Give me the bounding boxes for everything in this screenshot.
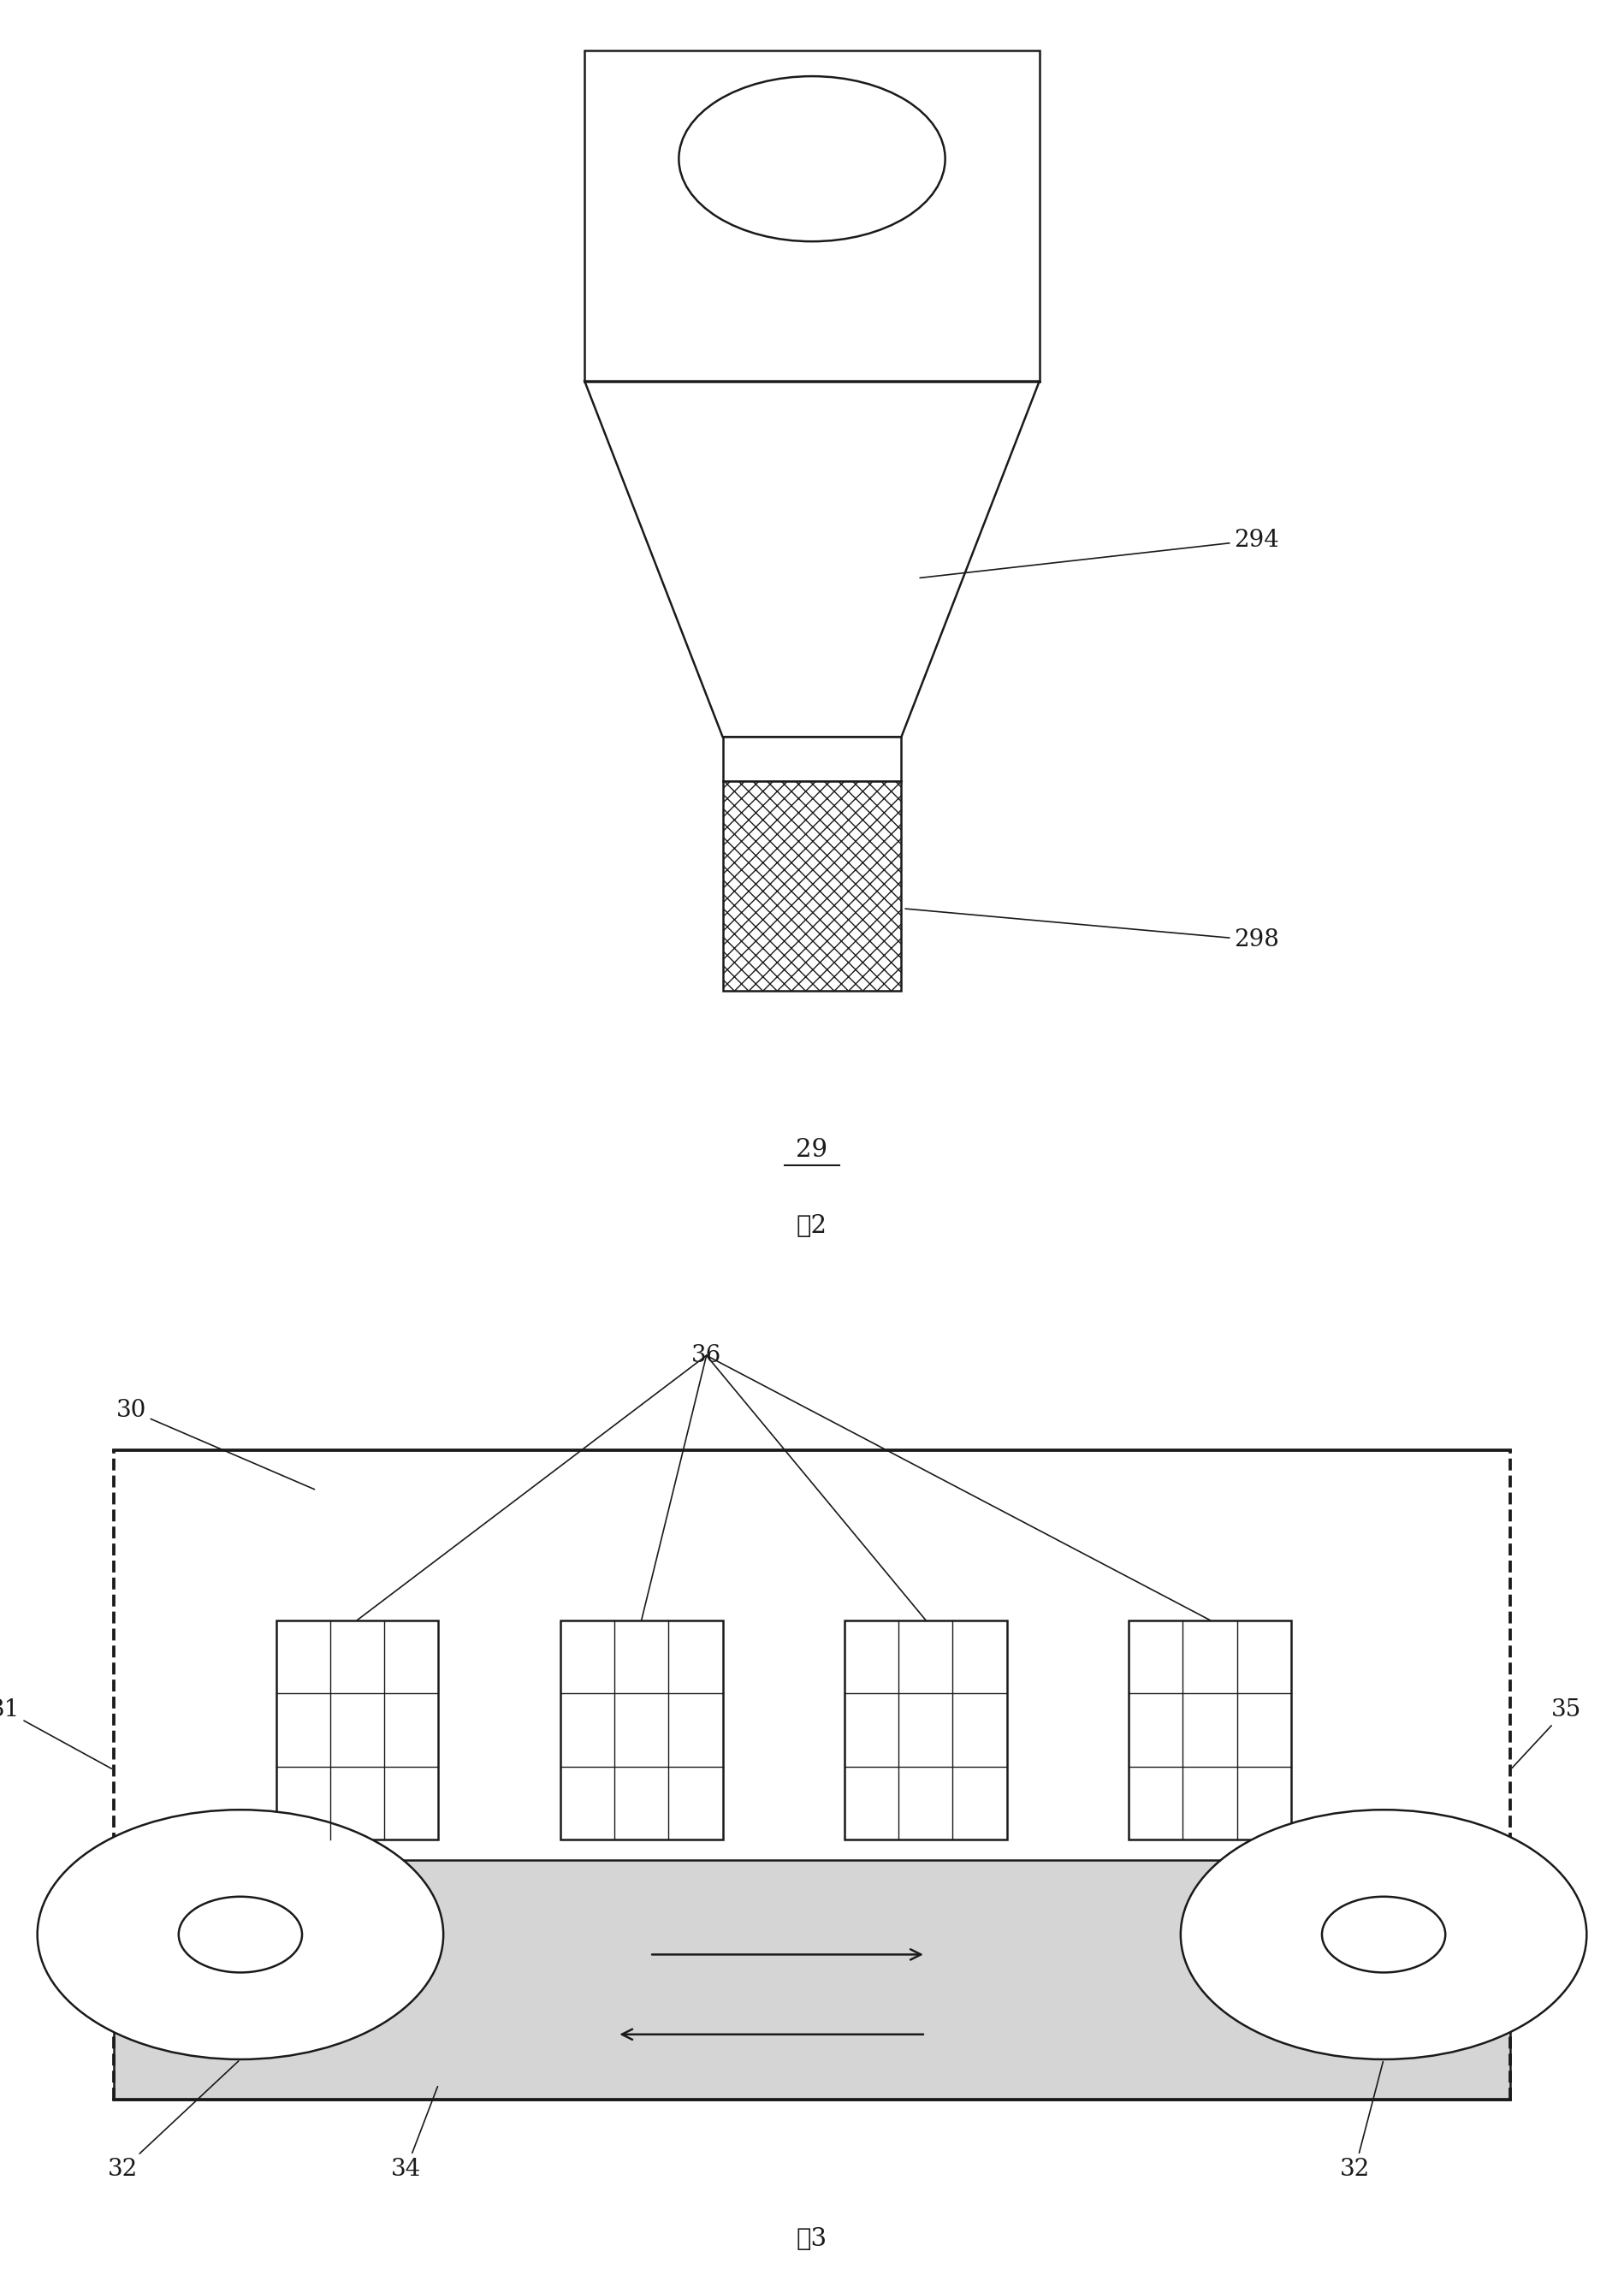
- Text: 34: 34: [391, 2087, 437, 2181]
- Bar: [723, 781, 901, 992]
- Polygon shape: [585, 381, 1039, 737]
- Text: 32: 32: [107, 2060, 239, 2181]
- Bar: [114, 1861, 1510, 2099]
- Circle shape: [1181, 1811, 1587, 2060]
- Bar: [1129, 1620, 1291, 1840]
- Text: 294: 294: [919, 529, 1280, 579]
- Text: 35: 35: [1512, 1699, 1582, 1768]
- Text: 32: 32: [1340, 2063, 1384, 2181]
- Bar: [560, 1620, 723, 1840]
- Text: 298: 298: [905, 908, 1280, 951]
- Circle shape: [1322, 1897, 1445, 1972]
- Text: 图3: 图3: [796, 2228, 828, 2251]
- Text: 30: 30: [115, 1400, 315, 1488]
- Bar: [723, 737, 901, 781]
- Ellipse shape: [679, 77, 945, 241]
- Bar: [844, 1620, 1007, 1840]
- Text: 29: 29: [796, 1139, 828, 1162]
- Bar: [276, 1620, 438, 1840]
- Text: 36: 36: [692, 1343, 721, 1366]
- Circle shape: [179, 1897, 302, 1972]
- Text: 31: 31: [0, 1699, 112, 1768]
- Circle shape: [37, 1811, 443, 2060]
- Bar: [585, 50, 1039, 381]
- Text: 图2: 图2: [797, 1214, 827, 1239]
